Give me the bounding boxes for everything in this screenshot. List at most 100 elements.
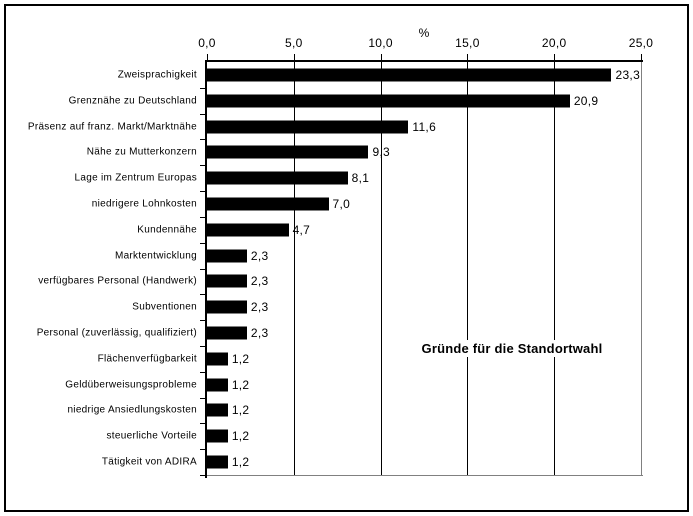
bar-row: Präsenz auf franz. Markt/Marktnähe 11,6: [28, 114, 641, 141]
value-label: 11,6: [412, 119, 437, 134]
outer-border: [4, 4, 689, 512]
category-axis-tick: [200, 216, 205, 218]
category-label: Tätigkeit von ADIRA: [101, 456, 197, 468]
category-axis-tick: [200, 113, 205, 115]
x-axis-tick: [641, 54, 642, 60]
x-tick-label: 15,0: [455, 36, 480, 50]
category-axis-tick: [200, 191, 205, 193]
category-axis-tick: [200, 345, 205, 347]
bar: [207, 171, 348, 185]
bar: [207, 145, 369, 159]
category-label: niedrigere Lohnkosten: [91, 198, 197, 210]
category-label: Zweisprachigkeit: [117, 69, 197, 81]
x-tick-label: 5,0: [285, 36, 303, 50]
value-label: 4,7: [292, 222, 311, 237]
x-tick-label: 25,0: [628, 36, 654, 50]
x-axis-line: [205, 60, 643, 62]
bar: [207, 352, 228, 366]
bar: [207, 403, 228, 417]
value-label: 2,3: [250, 300, 269, 315]
category-axis-tick: [200, 242, 205, 244]
value-label: 1,2: [231, 377, 250, 392]
category-label: Nähe zu Mutterkonzern: [86, 146, 197, 158]
category-label: niedrige Ansiedlungskosten: [67, 404, 197, 416]
category-label: Flächenverfügbarkeit: [97, 353, 197, 365]
bar-row: niedrigere Lohnkosten 7,0: [92, 191, 641, 218]
category-label: Kundennähe: [137, 224, 197, 236]
category-axis-tick: [200, 268, 205, 270]
x-axis-tick: [554, 54, 556, 60]
value-label: 1,2: [231, 351, 250, 366]
bar-row: Flächenverfügbarkeit 1,2: [98, 346, 641, 373]
bar: [207, 249, 247, 263]
bar: [207, 429, 228, 443]
value-label: 2,3: [250, 248, 269, 263]
category-axis-tick: [200, 371, 205, 373]
category-label: steuerliche Vorteile: [106, 430, 197, 442]
plot-bottom-border: [207, 475, 643, 476]
category-axis-tick: [200, 294, 205, 296]
category-label: Lage im Zentrum Europas: [74, 172, 197, 184]
bar: [207, 223, 289, 237]
value-label: 2,3: [250, 274, 269, 289]
category-label: Subventionen: [132, 301, 197, 313]
bar-row: niedrige Ansiedlungskosten 1,2: [67, 398, 641, 425]
bar: [207, 455, 228, 469]
plot-area: Zweisprachigkeit 23,3 Grenznähe zu Deutsch…: [28, 54, 642, 476]
x-axis-tick: [293, 54, 295, 60]
bar-row: Geldüberweisungsprobleme 1,2: [65, 372, 641, 399]
category-axis-tick: [200, 449, 205, 451]
plot-right-border: [641, 62, 642, 475]
value-label: 1,2: [231, 455, 250, 470]
bar-row: Subventionen 2,3: [132, 294, 641, 322]
bar: [207, 378, 228, 392]
category-label: Grenznähe zu Deutschland: [68, 95, 197, 107]
category-axis-tick: [200, 475, 205, 476]
bar: [207, 68, 612, 82]
bar-row: verfügbares Personal (Handwerk) 2,3: [38, 269, 641, 296]
bar-rows: Zweisprachigkeit 23,3 Grenznähe zu Deutsch…: [28, 62, 641, 476]
value-label: 2,3: [250, 326, 269, 341]
category-label: Personal (zuverlässig, qualifiziert): [36, 327, 197, 339]
bar-row: Kundennähe 4,7: [137, 217, 641, 244]
bar-row: Nähe zu Mutterkonzern 9,3: [87, 139, 641, 167]
bar-row: Personal (zuverlässig, qualifiziert) 2,3: [37, 320, 641, 347]
category-label: Präsenz auf franz. Markt/Marktnähe: [27, 121, 197, 133]
value-label: 8,1: [351, 171, 370, 186]
bar-row: Grenznähe zu Deutschland 20,9: [69, 88, 641, 115]
category-axis-tick: [200, 423, 205, 425]
bar-row: Lage im Zentrum Europas 8,1: [74, 165, 641, 193]
bar: [207, 94, 570, 108]
value-label: 20,9: [573, 93, 599, 108]
category-axis-tick: [200, 87, 205, 89]
value-label: 23,3: [615, 67, 641, 82]
x-tick-label: 20,0: [541, 36, 567, 50]
gridline: [293, 62, 295, 475]
gridline: [467, 62, 469, 475]
x-axis-title: %: [418, 26, 430, 40]
x-tick-label: 10,0: [368, 36, 393, 50]
value-label: 1,2: [231, 429, 250, 444]
category-axis-tick: [200, 165, 205, 167]
bar: [207, 326, 247, 340]
gridline: [554, 62, 556, 475]
bar-row: Zweisprachigkeit 23,3: [118, 62, 641, 89]
x-axis-tick: [207, 54, 208, 60]
bar: [207, 274, 247, 288]
category-axis-line: [205, 60, 207, 478]
bar-row: Tätigkeit von ADIRA 1,2: [102, 449, 641, 476]
value-label: 9,3: [372, 145, 391, 160]
bar: [207, 300, 247, 314]
x-axis-tick: [380, 54, 382, 60]
value-label: 7,0: [332, 196, 351, 211]
bar-row: Marktentwicklung 2,3: [115, 243, 641, 270]
category-axis-tick: [200, 320, 205, 322]
value-label: 1,2: [231, 403, 250, 418]
x-axis-tick: [467, 54, 469, 60]
gridline: [380, 62, 382, 475]
chart-title: Gründe für die Standortwahl: [406, 340, 618, 357]
category-axis-tick: [200, 139, 205, 141]
category-axis-tick: [200, 397, 205, 399]
category-label: Geldüberweisungsprobleme: [65, 379, 197, 391]
